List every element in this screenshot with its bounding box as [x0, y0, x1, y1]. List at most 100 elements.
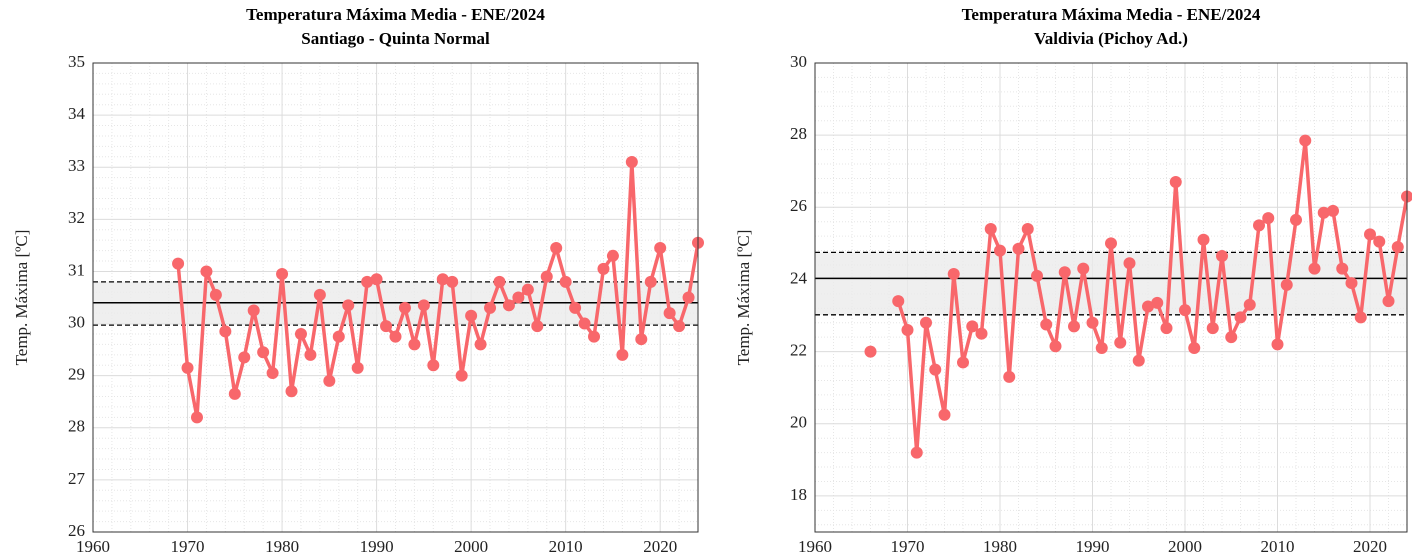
chart-title: Temperatura Máxima Media - ENE/2024 [962, 5, 1261, 24]
x-tick-label: 1980 [983, 537, 1017, 556]
data-point [1345, 277, 1358, 290]
data-point [1308, 262, 1321, 275]
data-point [559, 275, 572, 288]
x-tick-label: 1970 [891, 537, 925, 556]
data-point [228, 387, 241, 400]
data-point [947, 268, 960, 281]
data-point [257, 346, 270, 359]
data-point [209, 288, 222, 301]
data-point [1179, 304, 1191, 317]
data-point [1225, 331, 1238, 344]
data-point [370, 273, 383, 286]
data-point [172, 257, 185, 270]
data-point [266, 367, 279, 380]
plot: 1960 1970 1980 1990 2000 2010 2020 26 27 28 29 30 31… [12, 5, 704, 556]
y-tick-label: 33 [68, 156, 85, 175]
data-point [361, 275, 374, 288]
x-tick-label: 1960 [798, 537, 832, 556]
data-point [276, 268, 289, 281]
data-point [181, 361, 194, 374]
data-point [1132, 354, 1145, 367]
y-tick-label: 29 [68, 365, 85, 384]
data-point [1095, 342, 1108, 355]
y-tick-label: 31 [68, 260, 85, 279]
data-point [531, 320, 544, 333]
plot: 1960 1970 1980 1990 2000 2010 2020 18 20 22 24 26 28… [734, 5, 1412, 556]
data-point [635, 333, 648, 346]
x-tick-label: 1960 [76, 537, 110, 556]
chart-subtitle: Valdivia (Pichoy Ad.) [1034, 29, 1188, 48]
y-tick-label: 32 [68, 208, 85, 227]
y-tick-label: 24 [790, 268, 808, 287]
data-point [550, 241, 563, 254]
data-point [1012, 242, 1025, 255]
y-tick-label: 26 [790, 196, 807, 215]
x-tick-label: 2020 [643, 537, 677, 556]
x-tick-label: 2020 [1353, 537, 1387, 556]
chart-title: Temperatura Máxima Media - ENE/2024 [246, 5, 545, 24]
data-point [1336, 262, 1349, 275]
data-point [1105, 237, 1117, 250]
y-tick-label: 18 [790, 485, 807, 504]
data-point [1142, 300, 1154, 313]
data-point [190, 411, 203, 424]
data-point [521, 283, 534, 296]
data-point [892, 295, 905, 308]
data-point [864, 345, 877, 358]
data-point [332, 330, 345, 343]
data-point [1382, 295, 1395, 308]
data-point [285, 385, 298, 398]
data-point [1354, 311, 1367, 324]
data-point [417, 299, 430, 312]
data-point [957, 356, 969, 369]
data-point [975, 327, 988, 340]
y-tick-label: 27 [68, 469, 86, 488]
data-point [1077, 262, 1090, 275]
data-point [1049, 340, 1062, 353]
x-tick-label: 2000 [454, 537, 488, 556]
data-point [200, 265, 213, 278]
y-tick-label: 30 [68, 312, 85, 331]
y-tick-label: 30 [790, 52, 807, 71]
data-point [351, 361, 364, 374]
y-tick-label: 35 [68, 52, 85, 71]
y-tick-label: 26 [68, 521, 85, 540]
data-point [1280, 278, 1293, 291]
data-point [1216, 250, 1228, 263]
data-point [673, 320, 686, 333]
data-point [408, 338, 421, 351]
data-point [1068, 320, 1080, 333]
data-point [920, 316, 932, 329]
data-point [606, 249, 619, 262]
data-point [901, 323, 914, 336]
data-point [238, 351, 251, 364]
data-point [1206, 322, 1219, 335]
x-tick-label: 1980 [265, 537, 299, 556]
data-point [1169, 176, 1182, 189]
data-point [1021, 222, 1034, 235]
data-point [616, 348, 629, 361]
data-point [1271, 338, 1284, 351]
data-point [984, 222, 997, 235]
data-point [966, 320, 979, 333]
plot-frame [814, 62, 1408, 533]
data-point [1114, 336, 1127, 349]
data-point [1364, 228, 1376, 241]
data-point [380, 320, 393, 333]
data-point [654, 241, 667, 254]
data-point [446, 275, 459, 288]
chart-subtitle: Santiago - Quinta Normal [301, 29, 490, 48]
data-point [342, 299, 355, 312]
y-tick-label: 22 [790, 341, 807, 360]
data-point [1151, 296, 1164, 309]
data-point [1058, 266, 1071, 279]
data-point [588, 330, 601, 343]
data-point [1253, 219, 1265, 232]
data-point [1234, 311, 1247, 324]
x-tick-label: 1970 [171, 537, 205, 556]
data-point [474, 338, 487, 351]
y-tick-label: 28 [68, 417, 85, 436]
y-tick-label: 34 [68, 104, 86, 123]
data-point [427, 359, 440, 372]
